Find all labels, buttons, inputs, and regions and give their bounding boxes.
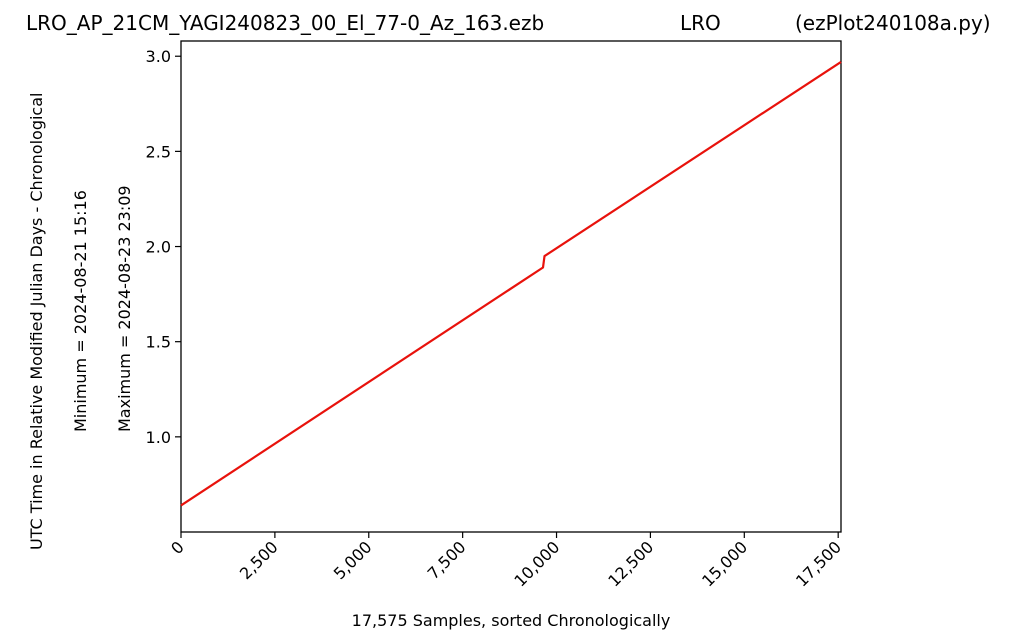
maximum-label: Maximum = 2024-08-23 23:09 xyxy=(115,185,134,432)
minimum-label: Minimum = 2024-08-21 15:16 xyxy=(71,190,90,432)
y-axis-label: UTC Time in Relative Modified Julian Day… xyxy=(27,93,46,550)
plot-area xyxy=(180,40,842,533)
x-tick-label: 7,500 xyxy=(424,537,470,583)
script-title: (ezPlot240108a.py) xyxy=(795,11,991,35)
x-tick-label: 10,000 xyxy=(510,537,563,590)
series-layer xyxy=(180,60,842,507)
file-title: LRO_AP_21CM_YAGI240823_00_El_77-0_Az_163… xyxy=(26,11,544,35)
x-tick-label: 5,000 xyxy=(330,537,376,583)
source-title: LRO xyxy=(680,11,721,35)
x-tick-label: 17,500 xyxy=(792,537,845,590)
y-tick-label: 1.5 xyxy=(146,333,171,352)
y-tick-label: 1.0 xyxy=(146,428,171,447)
x-axis-label: 17,575 Samples, sorted Chronologically xyxy=(352,611,671,630)
y-tick-label: 3.0 xyxy=(146,47,171,66)
x-tick-label: 0 xyxy=(167,537,188,558)
series-line xyxy=(180,60,842,507)
x-tick-label: 15,000 xyxy=(698,537,751,590)
y-tick-label: 2.5 xyxy=(146,142,171,161)
x-tick-label: 2,500 xyxy=(236,537,282,583)
y-tick-label: 2.0 xyxy=(146,238,171,257)
x-tick-label: 12,500 xyxy=(604,537,657,590)
